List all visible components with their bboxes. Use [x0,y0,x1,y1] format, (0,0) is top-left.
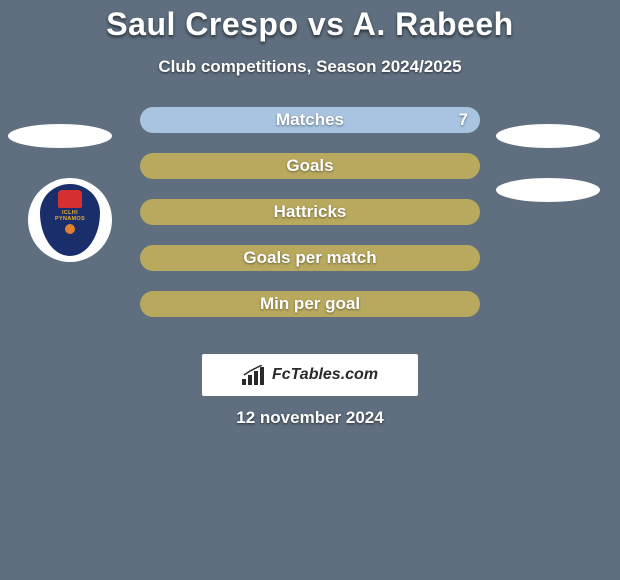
comparison-subtitle: Club competitions, Season 2024/2025 [0,57,620,77]
stat-row-hattricks: Hattricks [0,199,620,245]
stat-label: Goals per match [140,245,480,271]
stat-label: Matches [140,107,480,133]
stat-label: Min per goal [140,291,480,317]
stat-row-goals-per-match: Goals per match [0,245,620,291]
stat-label: Goals [140,153,480,179]
branding-box: FcTables.com [202,354,418,396]
stat-row-goals: Goals [0,153,620,199]
stat-row-matches: Matches 7 [0,107,620,153]
comparison-title: Saul Crespo vs A. Rabeeh [0,0,620,43]
bar-chart-icon [242,365,266,385]
stat-row-min-per-goal: Min per goal [0,291,620,337]
stats-chart: Matches 7 Goals Hattricks Goals per matc… [0,107,620,337]
date-line: 12 november 2024 [0,408,620,428]
stat-value-right: 7 [459,107,468,133]
stat-label: Hattricks [140,199,480,225]
branding-text: FcTables.com [272,366,378,384]
